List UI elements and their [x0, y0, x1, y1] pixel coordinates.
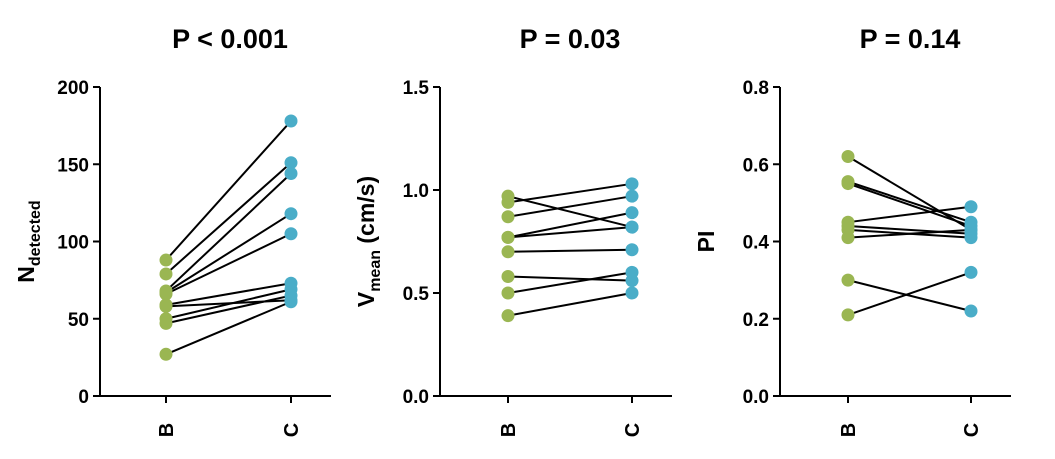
point-b [501, 270, 515, 284]
point-b [159, 316, 173, 330]
point-b [841, 308, 855, 322]
y-tick-label: 0.8 [743, 78, 769, 99]
point-b [159, 253, 173, 267]
pair-line [165, 172, 292, 292]
point-b [841, 273, 855, 287]
pair-line [507, 226, 633, 239]
pair-line [165, 282, 292, 306]
pair-line [507, 275, 633, 282]
y-tick-label: 0.2 [743, 310, 769, 331]
point-c [284, 156, 298, 170]
pair-line [507, 271, 633, 294]
panel-ndetected: P < 0.001 0 50 100 150 200 B C Ndetected [13, 24, 331, 437]
y-axis-label-subscript: mean [367, 250, 384, 292]
y-axis-label-main: PI [693, 231, 719, 253]
point-c [625, 286, 639, 300]
y-axis-label: Ndetected [13, 200, 44, 282]
x-tick-label: B [156, 423, 178, 437]
y-tick-label: 0.6 [743, 155, 769, 176]
point-b [159, 287, 173, 301]
pair-line [507, 292, 633, 317]
point-b [159, 267, 173, 281]
panel-pi: P = 0.14 0.0 0.2 0.4 0.6 0.8 B C PI [693, 24, 1011, 437]
pair-line [507, 182, 633, 204]
pair-line [847, 228, 972, 239]
point-b [159, 347, 173, 361]
y-axis-label-unit: (cm/s) [353, 176, 379, 250]
y-tick-label: 1.0 [403, 181, 429, 202]
y-axis-label-subscript: detected [27, 200, 44, 266]
pair-line [847, 155, 972, 231]
point-c [284, 167, 298, 181]
point-c [284, 207, 298, 221]
y-tick-label: 100 [57, 233, 89, 254]
panel-title: P = 0.03 [520, 24, 621, 54]
point-c [964, 304, 978, 318]
pair-line [507, 248, 633, 253]
pair-line [507, 195, 633, 218]
y-tick-label: 0.5 [403, 284, 430, 305]
pair-line [847, 279, 972, 312]
panel-title: P = 0.14 [860, 24, 961, 54]
y-axis-label: Vmean (cm/s) [353, 176, 384, 307]
pair-line [847, 180, 972, 224]
pair-line [507, 211, 633, 239]
pair-line [847, 271, 972, 316]
point-c [284, 295, 298, 309]
y-axis-label-main: N [13, 266, 39, 283]
y-tick-label: 0.4 [743, 233, 770, 254]
point-b [841, 177, 855, 191]
pair-line [847, 205, 972, 224]
y-tick-label: 200 [57, 78, 89, 99]
y-axis-label-main: V [353, 291, 379, 307]
x-tick-label: C [961, 423, 983, 437]
pair-line [507, 195, 633, 229]
point-c [625, 177, 639, 191]
x-tick-label: B [838, 423, 860, 437]
panel-title: P < 0.001 [172, 24, 288, 54]
y-axis-label: PI [693, 231, 719, 253]
point-c [625, 206, 639, 220]
y-tick-label: 1.5 [403, 78, 430, 99]
y-tick-label: 0 [78, 387, 89, 408]
y-tick-label: 0.0 [743, 387, 769, 408]
pair-line [847, 182, 972, 227]
point-b [841, 150, 855, 164]
y-tick-label: 150 [57, 155, 89, 176]
point-c [284, 227, 298, 241]
pair-line [165, 212, 292, 294]
pair-line [847, 225, 972, 235]
point-b [501, 195, 515, 209]
point-b [501, 245, 515, 259]
point-c [625, 243, 639, 257]
point-b [501, 230, 515, 244]
point-b [159, 299, 173, 313]
pair-line [165, 161, 292, 275]
pair-line [165, 300, 292, 356]
y-tick-label: 0.0 [403, 387, 429, 408]
x-tick-label: C [281, 423, 303, 437]
panel-vmean: P = 0.03 0.0 0.5 1.0 1.5 B C Vmean (cm/s) [353, 24, 672, 437]
pair-line [165, 120, 292, 261]
point-c [625, 189, 639, 203]
point-c [964, 265, 978, 279]
point-c [964, 200, 978, 214]
x-tick-label: B [498, 423, 520, 437]
y-tick-label: 50 [68, 310, 89, 331]
point-c [625, 220, 639, 234]
pair-line [165, 232, 292, 295]
point-b [501, 286, 515, 300]
point-c [625, 265, 639, 279]
pair-line [165, 294, 292, 325]
point-c [964, 223, 978, 237]
point-b [501, 309, 515, 323]
point-b [841, 231, 855, 245]
point-b [501, 210, 515, 224]
point-c [284, 114, 298, 128]
pair-line [165, 299, 292, 308]
x-tick-label: C [622, 423, 644, 437]
